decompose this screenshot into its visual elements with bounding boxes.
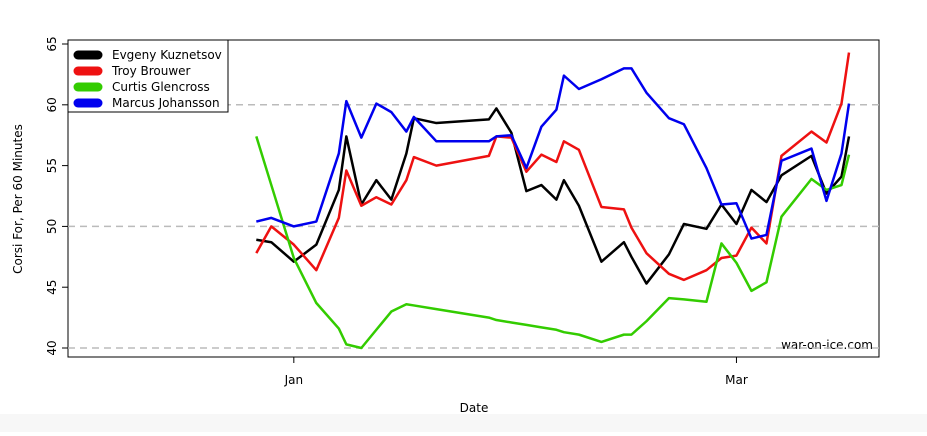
x-tick-label: Mar: [725, 373, 748, 387]
legend-label: Marcus Johansson: [112, 96, 220, 110]
y-tick-label: 40: [45, 340, 59, 355]
legend-label: Evgeny Kuznetsov: [112, 48, 222, 62]
series-line: [255, 52, 851, 282]
series-line: [256, 67, 851, 240]
y-axis-title: Corsi For, Per 60 Minutes: [11, 124, 25, 274]
legend-label: Troy Brouwer: [111, 64, 191, 78]
x-axis-title: Date: [460, 401, 489, 415]
x-tick-label: Jan: [284, 373, 304, 387]
y-tick-label: 55: [45, 158, 59, 173]
series-line: [256, 107, 851, 285]
plot-frame: [67, 39, 880, 358]
y-tick-label: 45: [45, 280, 59, 295]
y-tick-label: 65: [45, 36, 59, 51]
y-tick-label: 60: [45, 97, 59, 112]
annotation: war-on-ice.com: [781, 338, 873, 352]
footer-band: [0, 414, 927, 432]
y-tick-label: 50: [45, 219, 59, 234]
legend-label: Curtis Glencross: [112, 80, 210, 94]
series-line: [255, 136, 851, 350]
